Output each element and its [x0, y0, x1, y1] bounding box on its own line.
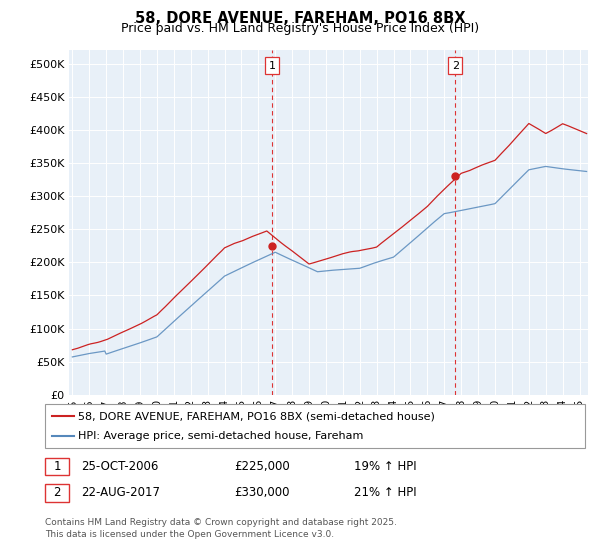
Text: 2: 2: [53, 486, 61, 500]
Text: HPI: Average price, semi-detached house, Fareham: HPI: Average price, semi-detached house,…: [78, 431, 364, 441]
Text: 25-OCT-2006: 25-OCT-2006: [81, 460, 158, 473]
Text: 22-AUG-2017: 22-AUG-2017: [81, 486, 160, 500]
Text: £225,000: £225,000: [234, 460, 290, 473]
Text: 2: 2: [452, 60, 459, 71]
Text: 21% ↑ HPI: 21% ↑ HPI: [354, 486, 416, 500]
Text: 19% ↑ HPI: 19% ↑ HPI: [354, 460, 416, 473]
Text: 1: 1: [269, 60, 276, 71]
Text: Contains HM Land Registry data © Crown copyright and database right 2025.
This d: Contains HM Land Registry data © Crown c…: [45, 518, 397, 539]
Text: Price paid vs. HM Land Registry's House Price Index (HPI): Price paid vs. HM Land Registry's House …: [121, 22, 479, 35]
Text: 58, DORE AVENUE, FAREHAM, PO16 8BX (semi-detached house): 58, DORE AVENUE, FAREHAM, PO16 8BX (semi…: [78, 411, 435, 421]
Text: 58, DORE AVENUE, FAREHAM, PO16 8BX: 58, DORE AVENUE, FAREHAM, PO16 8BX: [135, 11, 465, 26]
Text: £330,000: £330,000: [234, 486, 290, 500]
Text: 1: 1: [53, 460, 61, 473]
